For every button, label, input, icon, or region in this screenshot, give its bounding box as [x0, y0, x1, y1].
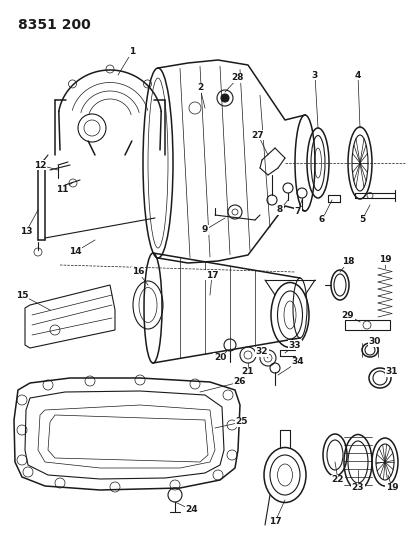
Text: 18: 18: [341, 257, 353, 266]
Text: 23: 23: [351, 483, 363, 492]
Text: 16: 16: [131, 268, 144, 277]
Text: 34: 34: [291, 358, 303, 367]
Text: 8: 8: [276, 206, 283, 214]
Text: 30: 30: [368, 337, 380, 346]
Text: 14: 14: [69, 247, 81, 256]
Text: 19: 19: [385, 483, 397, 492]
Text: 12: 12: [34, 160, 46, 169]
Text: 9: 9: [201, 225, 208, 235]
Text: 20: 20: [213, 353, 226, 362]
Text: 2: 2: [196, 84, 202, 93]
Text: 15: 15: [16, 290, 28, 300]
Text: 17: 17: [205, 271, 218, 279]
Text: 19: 19: [378, 255, 390, 264]
Text: 8351 200: 8351 200: [18, 18, 90, 32]
Text: 17: 17: [268, 518, 281, 527]
Text: 25: 25: [235, 417, 247, 426]
Text: 22: 22: [331, 475, 344, 484]
Text: 5: 5: [358, 215, 364, 224]
Text: 21: 21: [241, 367, 254, 376]
Text: 27: 27: [251, 131, 264, 140]
Text: 33: 33: [288, 341, 301, 350]
Text: 7: 7: [294, 207, 301, 216]
Text: 24: 24: [185, 505, 198, 514]
Text: 29: 29: [341, 311, 353, 319]
Text: 1: 1: [128, 47, 135, 56]
Text: 32: 32: [255, 348, 267, 357]
Text: 6: 6: [318, 215, 324, 224]
Text: 3: 3: [311, 70, 317, 79]
Text: 13: 13: [20, 228, 32, 237]
Circle shape: [220, 94, 229, 102]
Text: 31: 31: [385, 367, 397, 376]
Text: 4: 4: [354, 70, 360, 79]
Text: 28: 28: [231, 74, 244, 83]
Text: 26: 26: [233, 377, 246, 386]
Text: 11: 11: [56, 185, 68, 195]
